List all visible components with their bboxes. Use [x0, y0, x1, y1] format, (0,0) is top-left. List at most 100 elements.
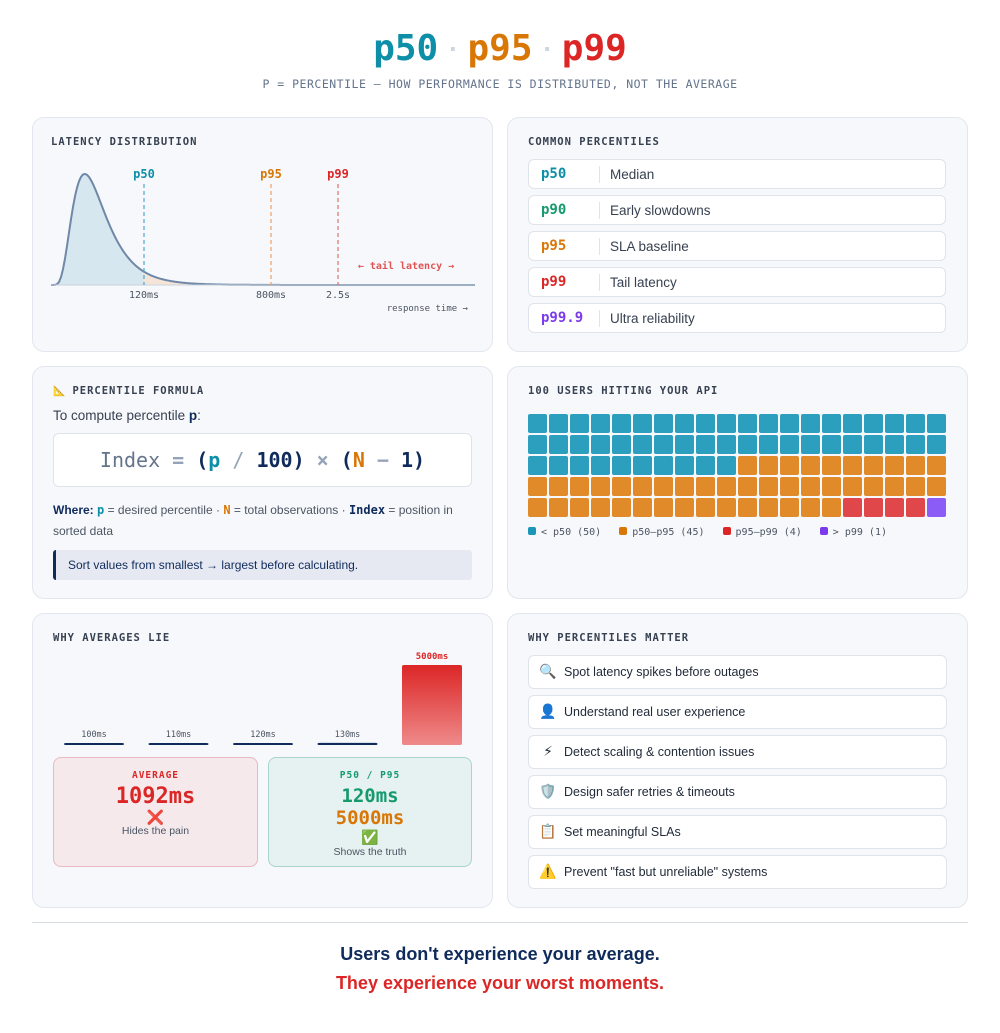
page-title: p50 · p95 · p99: [0, 28, 1000, 69]
x-tick-800ms: 800ms: [256, 290, 286, 301]
user-cell-below-p50: [654, 435, 673, 454]
percentile-description: SLA baseline: [610, 239, 689, 254]
user-cell-below-p50: [570, 435, 589, 454]
response-bars: 100ms 110ms 120ms 130ms 5000ms: [64, 652, 462, 745]
user-cell-below-p50: [633, 456, 652, 475]
response-bar: [233, 743, 293, 745]
percentile-description: Median: [610, 167, 655, 182]
card-title: LATENCY DISTRIBUTION: [51, 136, 198, 148]
footer-line-1: Users don't experience your average.: [340, 944, 660, 964]
user-cell-p50-p95: [717, 498, 736, 517]
user-cell-below-p50: [549, 456, 568, 475]
row-separator: [599, 310, 600, 327]
user-cell-p50-p95: [906, 477, 925, 496]
user-cell-p50-p95: [906, 456, 925, 475]
f-eq: =: [160, 448, 197, 472]
user-cell-below-p50: [717, 435, 736, 454]
user-cell-p50-p95: [591, 498, 610, 517]
user-cell-p50-p95: [612, 477, 631, 496]
cross-icon: ❌: [146, 809, 165, 825]
user-cell-below-p50: [570, 414, 589, 433]
user-cell-below-p50: [654, 456, 673, 475]
user-cell-p95-p99: [864, 498, 883, 517]
where-n-desc: = total observations ·: [230, 503, 349, 517]
user-cell-below-p50: [675, 456, 694, 475]
percentile-description: Ultra reliability: [610, 311, 695, 326]
shield-icon: 🛡️: [539, 783, 557, 799]
legend-swatch: [722, 527, 731, 535]
user-cell-below-p50: [864, 435, 883, 454]
lightning-icon: ⚡: [543, 743, 553, 759]
sort-note: Sort values from smallest → largest befo…: [53, 550, 472, 580]
p95-value: 5000ms: [335, 807, 405, 829]
common-percentiles-card: COMMON PERCENTILES p50 Median p90 Early slo…: [507, 117, 968, 352]
f-open: (: [196, 448, 209, 472]
f-index: Index: [99, 448, 161, 472]
user-cell-p50-p95: [822, 477, 841, 496]
why-percentiles-card: WHY PERCENTILES MATTER 🔍 Spot latency spi…: [507, 613, 968, 908]
user-cell-below-p50: [801, 414, 820, 433]
reason-item: ⚡ Detect scaling & contention issues: [528, 735, 947, 769]
legend-text: < p50 (50): [541, 527, 602, 538]
reason-text: Prevent "fast but unreliable" systems: [564, 865, 768, 879]
clipboard-icon: 📋: [539, 823, 557, 839]
percentile-label: P50 / P95: [339, 770, 401, 781]
user-cell-below-p50: [822, 435, 841, 454]
check-icon: ✅: [361, 829, 379, 845]
legend-text: > p99 (1): [832, 527, 887, 538]
legend-swatch: [819, 527, 828, 535]
reason-text: Understand real user experience: [564, 705, 746, 719]
bar-label: 120ms: [250, 730, 276, 740]
legend-swatch: [528, 527, 536, 535]
card-title: WHY AVERAGES LIE: [53, 632, 171, 644]
card-title: 📐 PERCENTILE FORMULA: [53, 385, 204, 397]
user-cell-below-p50: [759, 435, 778, 454]
user-cell-p50-p95: [591, 477, 610, 496]
x-axis-label: response time →: [387, 304, 469, 314]
p50-value: 120ms: [341, 785, 399, 807]
user-cell-below-p50: [906, 414, 925, 433]
users-waffle-card: 100 USERS HITTING YOUR API < p50 (50) p5…: [507, 366, 968, 599]
where-label: Where:: [53, 503, 94, 517]
user-cell-below-p50: [717, 456, 736, 475]
user-cell-below-p50: [612, 435, 631, 454]
reason-text: Design safer retries & timeouts: [564, 785, 735, 799]
f-open2: (: [340, 448, 353, 472]
title-p99: p99: [561, 28, 627, 69]
user-cell-p95-p99: [906, 498, 925, 517]
user-cell-p50-p95: [927, 477, 946, 496]
user-cell-p50-p95: [759, 498, 778, 517]
where-index-desc: = position in sorted data: [53, 503, 453, 538]
intro-text: To compute percentile: [53, 408, 189, 423]
formula-intro: To compute percentile p:: [53, 408, 201, 423]
user-cell-p50-p95: [780, 498, 799, 517]
user-cell-p50-p95: [780, 477, 799, 496]
user-cell-p95-p99: [843, 498, 862, 517]
title-p95: p95: [467, 28, 533, 69]
tail-latency-label: ← tail latency →: [358, 260, 454, 272]
legend-item-p95-p99: p95–p99 (4): [722, 527, 802, 538]
user-cell-p50-p95: [633, 498, 652, 517]
user-cell-p50-p95: [612, 498, 631, 517]
averages-card: WHY AVERAGES LIE 100ms 110ms 120ms 130ms 500…: [32, 613, 493, 908]
user-cell-p50-p95: [633, 477, 652, 496]
user-cell-p50-p95: [738, 456, 757, 475]
bar-label: 100ms: [81, 730, 107, 740]
user-cell-below-p50: [927, 414, 946, 433]
user-cell-p50-p95: [927, 456, 946, 475]
reason-text: Set meaningful SLAs: [564, 825, 681, 839]
user-cell-p95-p99: [885, 498, 904, 517]
user-cell-p50-p95: [864, 477, 883, 496]
user-cell-below-p50: [843, 414, 862, 433]
user-cell-p50-p95: [654, 498, 673, 517]
magnifier-icon: 🔍: [539, 663, 557, 679]
formula-box: Index = (p / 100) × (N − 1): [53, 433, 472, 487]
card-title: WHY PERCENTILES MATTER: [528, 632, 690, 644]
user-cell-p50-p95: [843, 456, 862, 475]
area-above-p50: [144, 271, 475, 285]
intro-p: p: [188, 408, 198, 423]
p95-marker-label: p95: [260, 167, 282, 181]
user-cell-below-p50: [864, 414, 883, 433]
user-cell-p50-p95: [885, 477, 904, 496]
legend-item-below-p50: < p50 (50): [528, 527, 601, 538]
